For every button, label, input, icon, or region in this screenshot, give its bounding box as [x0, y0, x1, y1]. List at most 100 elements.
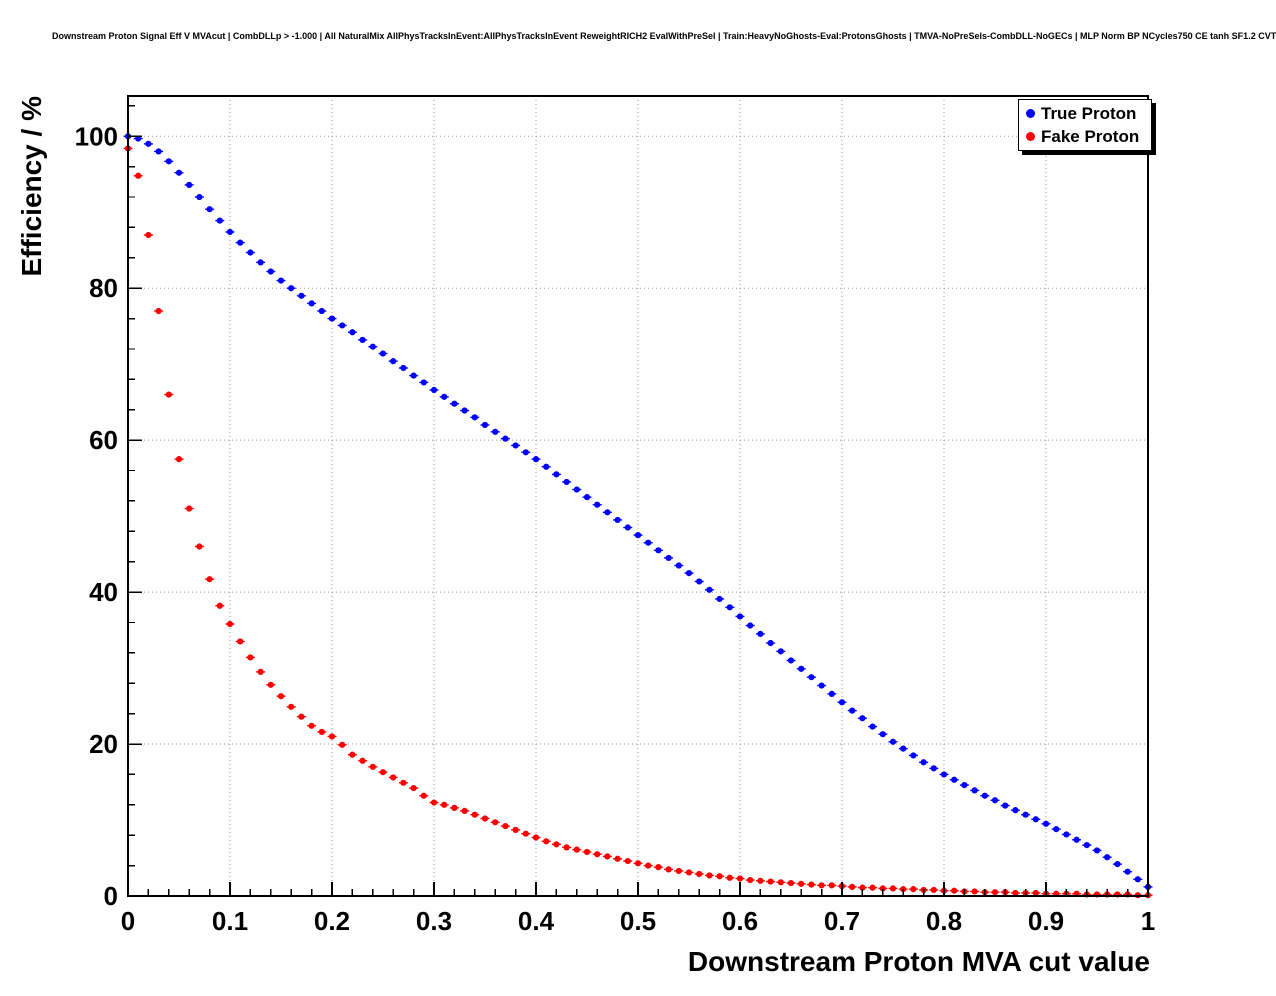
data-point: [308, 300, 315, 307]
true-proton-marker-icon: [1026, 109, 1035, 118]
data-point: [155, 148, 162, 155]
data-point: [726, 874, 733, 881]
legend-entry-fake-proton: Fake Proton: [1019, 125, 1151, 148]
data-point: [196, 543, 203, 550]
data-point: [451, 804, 458, 811]
data-point: [492, 428, 499, 435]
legend-label: True Proton: [1041, 103, 1137, 123]
data-point: [502, 435, 509, 442]
x-tick-label: 0.4: [518, 906, 555, 936]
data-point: [165, 158, 172, 165]
data-point: [369, 763, 376, 770]
data-point: [747, 622, 754, 629]
data-point: [1012, 807, 1019, 814]
data-point: [1042, 820, 1050, 827]
data-point: [532, 456, 540, 463]
data-point: [808, 881, 815, 888]
data-point: [247, 249, 254, 256]
data-point: [441, 801, 448, 808]
data-point: [471, 414, 478, 421]
data-point: [634, 860, 642, 867]
data-point: [849, 707, 856, 714]
data-point: [267, 681, 274, 688]
data-point: [696, 870, 703, 878]
data-point: [859, 715, 866, 722]
data-point: [787, 657, 795, 664]
x-tick-label: 1: [1141, 906, 1155, 936]
data-point: [451, 400, 458, 407]
data-point: [767, 878, 774, 885]
data-point: [1124, 868, 1131, 875]
data-point: [400, 779, 407, 786]
data-point: [889, 738, 897, 745]
data-point: [716, 595, 723, 603]
data-point: [379, 350, 387, 357]
data-point: [553, 841, 560, 848]
data-point: [777, 879, 784, 886]
data-point: [288, 703, 295, 710]
data-point: [441, 393, 448, 400]
x-tick-label: 0.7: [824, 906, 860, 936]
data-point: [961, 781, 968, 789]
data-point: [583, 494, 591, 501]
data-point: [583, 848, 591, 856]
data-point: [257, 668, 264, 675]
data-point: [981, 792, 988, 799]
x-axis-label: Downstream Proton MVA cut value: [687, 946, 1150, 977]
y-tick-label: 20: [89, 729, 118, 759]
data-point: [736, 613, 744, 620]
data-point: [339, 322, 346, 329]
data-point: [400, 364, 407, 372]
data-point: [318, 728, 325, 735]
data-point: [481, 815, 489, 822]
data-point: [1012, 889, 1019, 897]
data-point: [971, 787, 978, 794]
data-point: [849, 883, 856, 890]
data-point: [859, 884, 866, 891]
data-point: [594, 501, 601, 508]
data-point: [787, 879, 795, 887]
data-point: [655, 864, 662, 871]
data-point: [277, 277, 285, 284]
data-point: [543, 838, 550, 845]
data-point: [420, 379, 427, 386]
data-point: [798, 665, 805, 672]
y-tick-label: 100: [75, 121, 118, 151]
data-point: [900, 745, 907, 752]
x-tick-label: 0.3: [416, 906, 452, 936]
data-point: [624, 524, 631, 531]
data-point: [1022, 811, 1029, 818]
data-point: [838, 699, 846, 706]
data-point: [604, 509, 611, 516]
data-point: [410, 785, 417, 792]
data-point: [553, 471, 560, 478]
data-point: [808, 674, 815, 681]
data-point: [685, 869, 693, 876]
data-point: [522, 449, 529, 456]
data-point: [328, 733, 336, 740]
data-point: [1134, 876, 1141, 883]
data-point: [940, 771, 948, 778]
data-point: [492, 819, 499, 826]
data-point: [237, 239, 244, 246]
data-point: [339, 741, 346, 748]
data-point: [1032, 816, 1039, 823]
data-point: [543, 463, 550, 470]
data-point: [349, 329, 356, 336]
data-point: [277, 693, 285, 700]
data-point: [196, 193, 203, 201]
data-point: [665, 554, 672, 562]
data-point: [889, 885, 897, 892]
data-point: [1053, 826, 1060, 833]
data-point: [991, 797, 999, 804]
data-point: [186, 505, 193, 512]
data-point: [685, 570, 693, 577]
legend: True Proton Fake Proton: [1018, 99, 1152, 151]
data-point: [910, 752, 917, 759]
data-point: [655, 547, 662, 554]
y-tick-label: 0: [104, 881, 118, 911]
data-point: [736, 875, 744, 882]
data-point: [706, 586, 713, 593]
data-point: [706, 872, 713, 879]
data-point: [573, 486, 580, 493]
